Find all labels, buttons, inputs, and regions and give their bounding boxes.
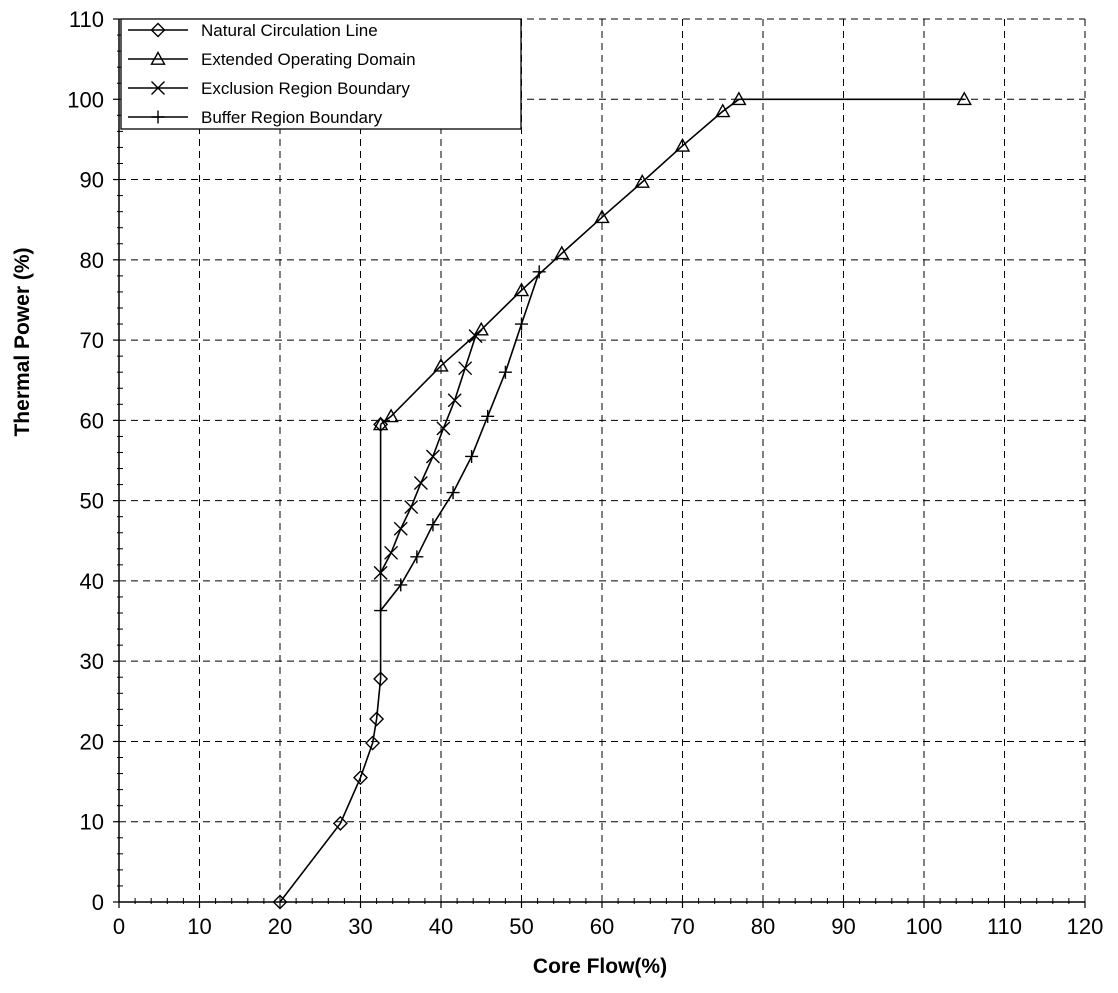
diamond-marker	[150, 22, 166, 38]
series-line	[379, 335, 477, 574]
x-tick-label: 100	[906, 914, 943, 939]
x-tick-label: 70	[670, 914, 694, 939]
legend-box	[120, 18, 522, 130]
x-tick-label: 80	[751, 914, 775, 939]
x-tick-label: 60	[590, 914, 614, 939]
x-marker	[404, 500, 419, 515]
diamond-marker	[369, 711, 385, 727]
series-2	[372, 91, 972, 431]
x-marker	[384, 545, 399, 560]
x-marker	[425, 449, 440, 464]
triangle-marker	[594, 209, 610, 224]
x-tick-label: 90	[831, 914, 855, 939]
legend-label: Buffer Region Boundary	[201, 108, 383, 127]
x-tick-label: 120	[1067, 914, 1104, 939]
diamond-marker	[353, 770, 368, 786]
x-marker	[373, 565, 388, 580]
y-tick-label: 10	[80, 810, 104, 835]
series-line	[279, 424, 382, 903]
x-tick-label: 20	[268, 914, 292, 939]
x-marker	[468, 329, 483, 344]
diamond-marker	[373, 671, 389, 687]
triangle-marker	[513, 282, 530, 297]
triangle-marker	[150, 51, 166, 65]
legend-entry: Exclusion Region Boundary	[128, 79, 410, 98]
triangle-marker	[433, 357, 449, 372]
plus-marker	[374, 604, 388, 618]
grid	[119, 19, 1085, 902]
x-marker	[393, 521, 408, 536]
y-tick-label: 50	[80, 489, 104, 514]
x-tick-label: 110	[987, 914, 1022, 939]
triangle-marker	[634, 174, 650, 188]
x-axis-title: Core Flow(%)	[533, 955, 667, 978]
y-tick-label: 90	[80, 168, 104, 193]
plus-marker	[481, 409, 495, 423]
x-marker	[458, 361, 473, 376]
y-tick-labels: 0 10 20 30 40 50 60 70 80 90 100 110	[67, 7, 104, 915]
y-tick-label: 0	[92, 890, 104, 915]
y-tick-label: 60	[80, 408, 104, 433]
x-tick-label: 30	[348, 914, 372, 939]
y-tick-label: 40	[80, 569, 104, 594]
series-1	[272, 416, 389, 910]
series-3	[373, 329, 483, 580]
diamond-marker	[365, 735, 381, 751]
x-tick-label: 0	[113, 914, 125, 939]
y-tick-label: 20	[80, 729, 104, 754]
diamond-marker	[272, 894, 288, 910]
legend-entry: Extended Operating Domain	[128, 50, 416, 69]
x-tick-label: 50	[509, 914, 533, 939]
plus-marker	[532, 265, 546, 279]
series-4	[374, 265, 546, 618]
legend-label: Exclusion Region Boundary	[201, 79, 410, 98]
x-marker	[447, 393, 462, 408]
y-tick-label: 70	[80, 328, 104, 353]
triangle-marker	[372, 416, 389, 431]
triangle-marker	[554, 245, 570, 260]
x-marker	[413, 475, 428, 490]
x-tick-labels: 0 10 20 30 40 50 60 70 80 90 100 110 120	[113, 914, 1103, 939]
plus-marker	[515, 317, 528, 331]
x-tick-label: 10	[187, 914, 211, 939]
plus-marker	[446, 486, 460, 500]
x-marker	[151, 81, 165, 95]
plus-marker	[394, 578, 408, 592]
legend-label: Natural Circulation Line	[201, 21, 378, 40]
diamond-marker	[332, 815, 348, 831]
triangle-marker	[383, 408, 399, 423]
y-tick-label: 110	[69, 7, 104, 32]
triangle-marker	[731, 91, 747, 106]
series-layer	[272, 91, 972, 910]
plus-marker	[410, 550, 424, 564]
triangle-marker	[715, 103, 731, 118]
plus-marker	[498, 365, 512, 379]
triangle-marker	[473, 321, 489, 336]
legend: Natural Circulation Line Extended Operati…	[120, 18, 522, 130]
legend-entry: Natural Circulation Line	[128, 21, 378, 40]
series-line	[379, 271, 540, 612]
y-tick-label: 100	[67, 87, 104, 112]
plus-marker	[151, 110, 165, 124]
y-tick-label: 30	[80, 649, 104, 674]
y-axis-title: Thermal Power (%)	[11, 247, 34, 436]
triangle-marker	[674, 137, 691, 152]
y-tick-label: 80	[80, 248, 104, 273]
legend-entry: Buffer Region Boundary	[128, 108, 383, 127]
plus-marker	[465, 449, 479, 463]
triangle-marker	[956, 91, 972, 106]
plus-marker	[426, 518, 440, 532]
x-tick-label: 40	[429, 914, 453, 939]
x-marker	[436, 421, 451, 436]
legend-label: Extended Operating Domain	[201, 50, 416, 69]
